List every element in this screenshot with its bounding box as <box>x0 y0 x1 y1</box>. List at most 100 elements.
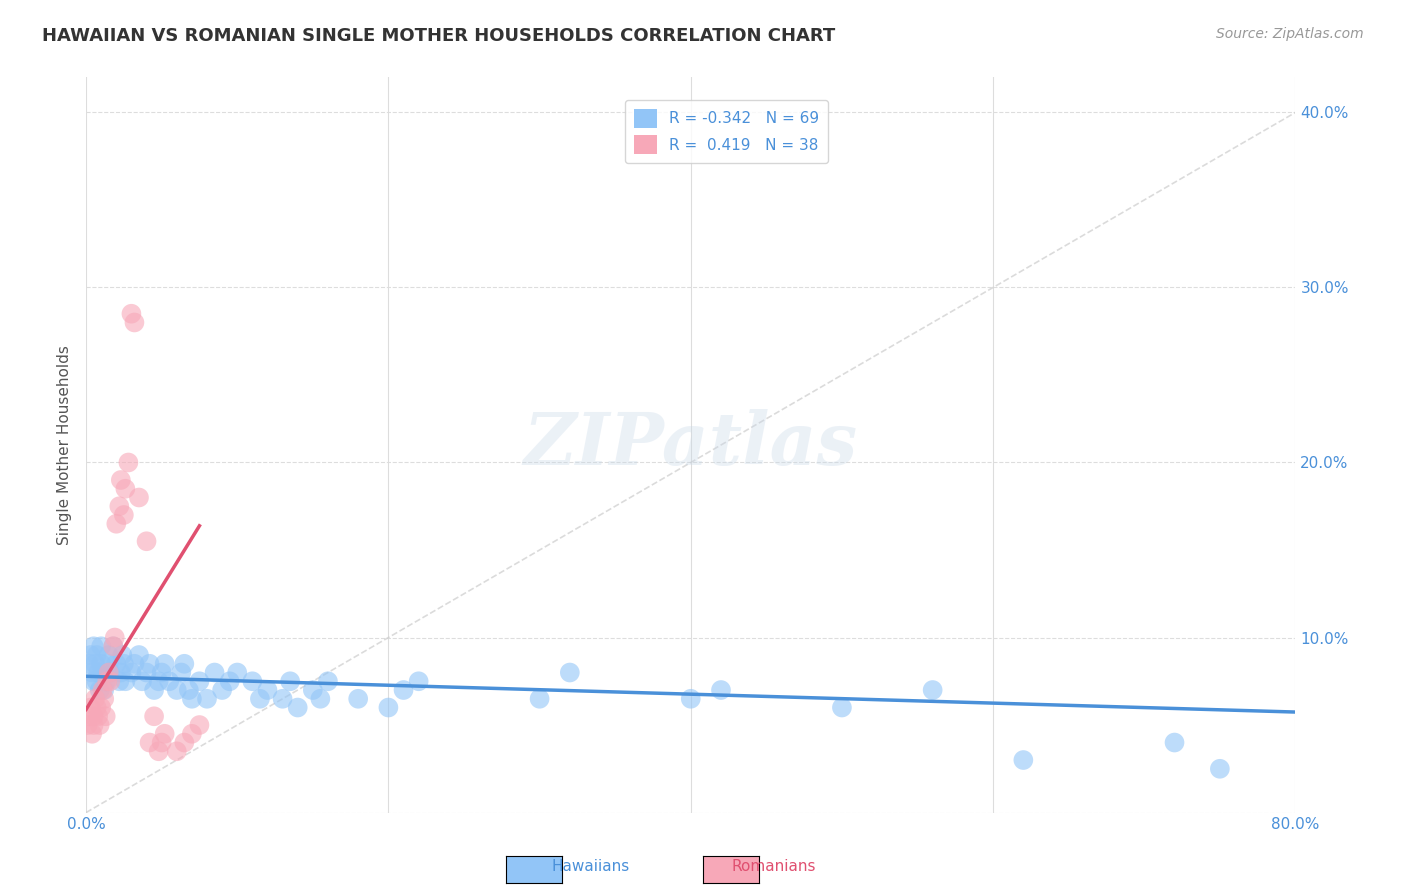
Text: Romanians: Romanians <box>731 859 815 874</box>
Point <box>93 691 115 706</box>
Point <box>173 657 195 671</box>
Point <box>287 700 309 714</box>
Text: HAWAIIAN VS ROMANIAN SINGLE MOTHER HOUSEHOLDS CORRELATION CHART: HAWAIIAN VS ROMANIAN SINGLE MOTHER HOUSE… <box>42 27 835 45</box>
Point <box>83 718 105 732</box>
Point <box>108 674 131 689</box>
Y-axis label: Single Mother Households: Single Mother Households <box>58 345 72 545</box>
Point <box>124 316 146 330</box>
Point <box>177 683 200 698</box>
Point <box>150 735 173 749</box>
Point <box>166 744 188 758</box>
Point <box>408 674 430 689</box>
Point <box>679 691 702 706</box>
Point <box>143 683 166 698</box>
Point <box>120 665 142 680</box>
Point <box>93 683 115 698</box>
Point <box>921 683 943 698</box>
Point <box>94 674 117 689</box>
Point <box>120 307 142 321</box>
Text: Source: ZipAtlas.com: Source: ZipAtlas.com <box>1216 27 1364 41</box>
Point <box>188 674 211 689</box>
Point <box>90 640 112 654</box>
Point <box>110 665 132 680</box>
Point <box>392 683 415 698</box>
Point <box>79 648 101 662</box>
Point <box>90 700 112 714</box>
Point <box>76 718 98 732</box>
Point <box>529 691 551 706</box>
Point <box>114 482 136 496</box>
Point <box>79 700 101 714</box>
Point <box>135 665 157 680</box>
Point <box>111 648 134 662</box>
Point <box>1209 762 1232 776</box>
Point <box>108 500 131 514</box>
Point <box>103 640 125 654</box>
Point <box>218 674 240 689</box>
Point <box>89 683 111 698</box>
Point <box>105 516 128 531</box>
Point <box>138 735 160 749</box>
Point <box>153 727 176 741</box>
Point <box>170 665 193 680</box>
Point <box>195 691 218 706</box>
Point <box>180 691 202 706</box>
Point <box>124 657 146 671</box>
Point <box>86 700 108 714</box>
Point <box>166 683 188 698</box>
Point <box>97 657 120 671</box>
Point <box>710 683 733 698</box>
Point <box>558 665 581 680</box>
Point <box>84 657 107 671</box>
Point <box>91 665 114 680</box>
Point <box>83 640 105 654</box>
Point <box>150 665 173 680</box>
Point <box>347 691 370 706</box>
Legend: R = -0.342   N = 69, R =  0.419   N = 38: R = -0.342 N = 69, R = 0.419 N = 38 <box>624 100 828 163</box>
Point <box>131 674 153 689</box>
Point <box>84 691 107 706</box>
Point <box>138 657 160 671</box>
Point <box>82 727 104 741</box>
Point <box>87 709 110 723</box>
Point <box>77 709 100 723</box>
Point <box>256 683 278 698</box>
Point <box>96 674 118 689</box>
Point <box>94 709 117 723</box>
Point <box>98 674 121 689</box>
Point <box>89 718 111 732</box>
Point <box>83 709 105 723</box>
Point <box>1012 753 1035 767</box>
Point <box>143 709 166 723</box>
Point <box>204 665 226 680</box>
Point <box>309 691 332 706</box>
Point <box>188 718 211 732</box>
Point <box>83 674 105 689</box>
Point <box>86 674 108 689</box>
Point <box>278 674 301 689</box>
Point <box>316 674 339 689</box>
Point <box>86 648 108 662</box>
Point <box>91 683 114 698</box>
Point <box>114 674 136 689</box>
Point <box>240 674 263 689</box>
Point <box>103 640 125 654</box>
Point <box>87 665 110 680</box>
Point <box>128 491 150 505</box>
Point <box>112 657 135 671</box>
Text: ZIPatlas: ZIPatlas <box>523 409 858 481</box>
Point <box>148 674 170 689</box>
Point <box>301 683 323 698</box>
Point <box>148 744 170 758</box>
Point <box>112 508 135 522</box>
Point <box>249 691 271 706</box>
Point <box>110 473 132 487</box>
Point <box>97 648 120 662</box>
Point <box>173 735 195 749</box>
Point <box>180 727 202 741</box>
Point <box>831 700 853 714</box>
Point <box>135 534 157 549</box>
Point <box>153 657 176 671</box>
Point <box>377 700 399 714</box>
Point <box>104 631 127 645</box>
